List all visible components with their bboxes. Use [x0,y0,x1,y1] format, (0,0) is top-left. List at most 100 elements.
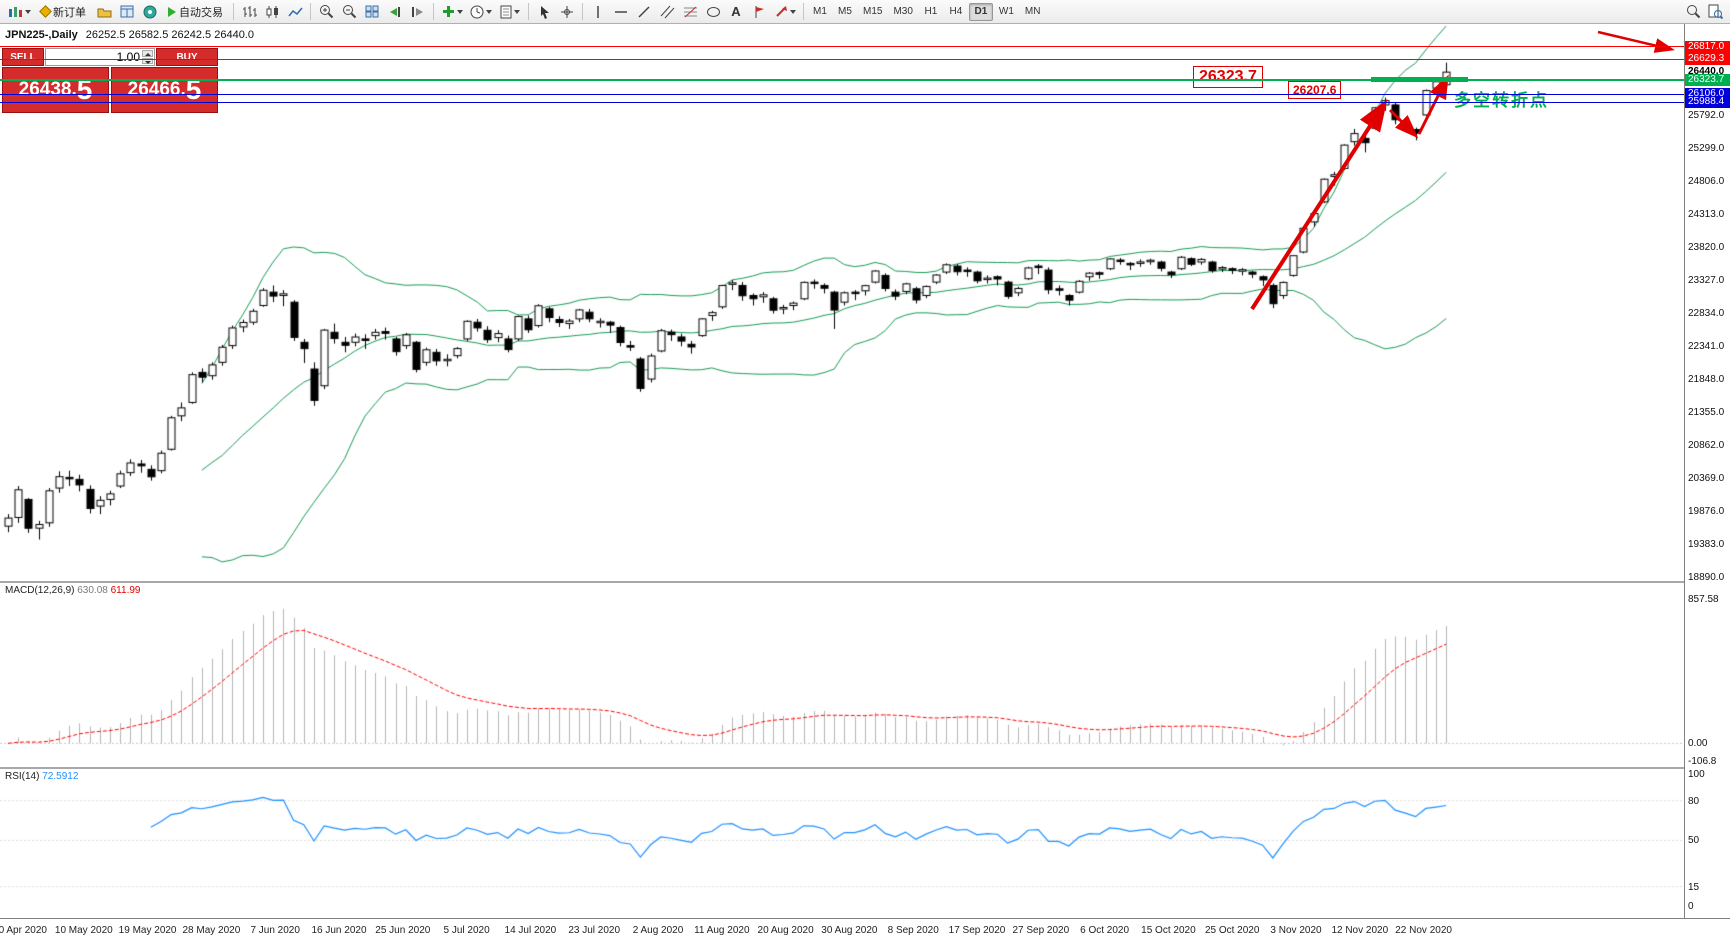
price-line [0,93,1684,95]
templates-button[interactable] [496,2,524,22]
fibonacci-tool-button[interactable] [679,2,701,22]
cursor-tool-button[interactable] [533,2,555,22]
channel-icon [660,5,674,18]
price-chart-canvas[interactable] [0,24,1684,581]
date-label: 5 Jul 2020 [443,925,490,936]
price-scale-tick: 22834.0 [1688,308,1725,320]
line-chart-icon [287,7,303,16]
data-window-button[interactable] [116,2,138,22]
macd-scale-tick: 857.58 [1688,593,1719,605]
navigator-button[interactable] [139,2,161,22]
panel-divider[interactable] [0,767,1730,769]
turning-point-note[interactable]: 多空转折点 [1454,91,1549,110]
macd-canvas[interactable] [0,583,1684,767]
date-label: 22 Nov 2020 [1395,925,1452,936]
one-click-trading-panel: SELL BUY 26438.5 26466.5 [2,48,218,113]
navigator-icon [143,5,157,18]
date-label: 27 Sep 2020 [1012,925,1070,936]
price-line [0,58,1684,60]
indicators-add-icon [442,6,454,17]
label-tool-button[interactable] [748,2,770,22]
charts-profile-button[interactable] [93,2,115,22]
price-callout-26323[interactable]: 26323.7 [1193,66,1263,88]
price-line [0,101,1684,103]
price-scale-tick: 23820.0 [1688,242,1725,254]
trendline-tool-button[interactable] [633,2,655,22]
toolbar-separator [433,3,434,20]
buy-price-button[interactable]: 26466. 5 [111,67,218,113]
zoom-in-icon [319,5,333,19]
trendline-icon [638,5,650,18]
chart-ohlc-values: 26252.5 26582.5 26242.5 26440.0 [85,29,254,41]
lot-increase-button[interactable] [142,50,153,57]
timeframe-m1[interactable]: M1 [808,3,832,21]
candlestick-mode-button[interactable] [261,2,283,22]
line-chart-mode-button[interactable] [284,2,306,22]
chevron-down-icon [24,9,31,14]
price-chart-panel: JPN225-,Daily 26252.5 26582.5 26242.5 264… [0,24,1684,581]
buy-button[interactable]: BUY [156,48,218,66]
symbol-search-button[interactable] [1704,2,1726,22]
timeframe-h1[interactable]: H1 [919,3,943,21]
tile-windows-button[interactable] [361,2,383,22]
date-label: 23 Jul 2020 [568,925,621,936]
rsi-canvas[interactable] [0,769,1684,917]
horizontal-line-tool-button[interactable] [610,2,632,22]
price-scale-tick: 20369.0 [1688,473,1725,485]
data-window-icon [120,5,134,18]
timeframe-m5[interactable]: M5 [833,3,857,21]
date-label: 14 Jul 2020 [504,925,557,936]
date-label: 28 May 2020 [182,925,241,936]
indicators-button[interactable] [438,2,466,22]
timeframe-h4[interactable]: H4 [944,3,968,21]
timeframe-m30[interactable]: M30 [888,3,917,21]
crosshair-icon [561,5,573,18]
timeframe-m15[interactable]: M15 [858,3,887,21]
sell-price-button[interactable]: 26438. 5 [2,67,109,113]
new-chart-button[interactable] [4,2,34,22]
shapes-tool-button[interactable] [702,2,724,22]
search-button[interactable] [1682,2,1704,22]
horizontal-line-icon [615,10,627,13]
bar-chart-mode-button[interactable] [238,2,260,22]
toolbar-separator [310,3,311,20]
timeframe-mn[interactable]: MN [1020,3,1046,21]
timeframe-d1[interactable]: D1 [968,2,993,21]
vertical-line-tool-button[interactable] [587,2,609,22]
date-label: 3 Nov 2020 [1270,925,1322,936]
zoom-in-button[interactable] [315,2,337,22]
rsi-scale-tick: 50 [1688,835,1700,847]
price-callout-26207[interactable]: 26207.6 [1288,81,1342,99]
autotrading-button[interactable]: 自动交易 [162,2,229,22]
rsi-name: RSI(14) [5,771,40,782]
fibonacci-icon [683,6,697,17]
price-scale-tick: 20862.0 [1688,440,1725,452]
arrow-object-icon [775,6,787,17]
rsi-value: 72.5912 [42,771,79,782]
macd-scale-tick: 0.00 [1688,738,1708,750]
arrows-tool-button[interactable] [771,2,799,22]
price-scale[interactable]: 26817.0 26629.3 26440.0 26323.7 26106.0 25988… [1684,24,1730,918]
date-label: 30 Aug 2020 [821,925,878,936]
lot-size-input[interactable] [46,49,154,65]
clock-icon [470,5,484,18]
date-label: 6 Oct 2020 [1080,925,1130,936]
channel-tool-button[interactable] [656,2,678,22]
sell-button[interactable]: SELL [2,48,44,66]
zoom-out-button[interactable] [338,2,360,22]
panel-divider[interactable] [0,581,1730,583]
chevron-down-icon [486,9,492,14]
new-order-button[interactable]: 新订单 [35,2,92,22]
timeframe-w1[interactable]: W1 [994,3,1019,21]
search-icon [1686,5,1700,19]
crosshair-tool-button[interactable] [556,2,578,22]
date-label: 25 Jun 2020 [375,925,431,936]
text-tool-button[interactable]: A [725,2,747,22]
chart-shift-button[interactable] [407,2,429,22]
time-axis[interactable]: 30 Apr 2020 10 May 2020 19 May 2020 28 May … [0,918,1730,942]
new-chart-icon [8,6,22,17]
macd-signal-value: 611.99 [110,585,141,596]
auto-scroll-button[interactable] [384,2,406,22]
lot-decrease-button[interactable] [142,57,153,64]
periods-button[interactable] [467,2,495,22]
